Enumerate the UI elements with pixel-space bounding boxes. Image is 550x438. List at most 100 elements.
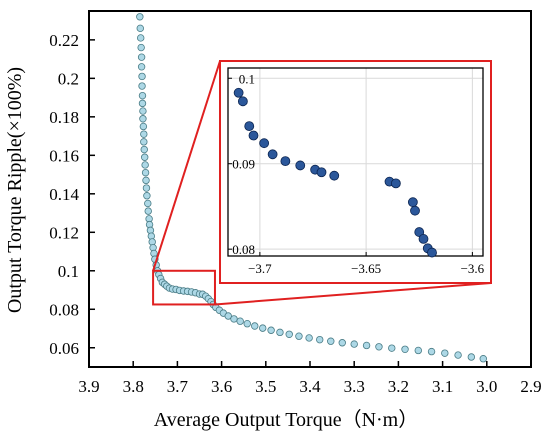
x-tick-label: 3.3: [344, 377, 365, 396]
x-tick-label: 3.5: [255, 377, 276, 396]
data-point: [137, 63, 146, 71]
data-point: [137, 53, 146, 61]
data-point: [375, 343, 383, 351]
data-point: [414, 346, 422, 355]
data-point: [139, 122, 148, 131]
data-point: [136, 24, 144, 33]
y-tick-label: 0.1: [58, 262, 79, 281]
inset-data-point: [295, 160, 306, 171]
inset-plot-frame: [227, 67, 484, 257]
y-tick-label: 0.22: [49, 31, 79, 50]
data-point: [141, 161, 149, 169]
inset-data-point: [390, 178, 401, 189]
inset-data-point: [244, 121, 255, 132]
inset-background: [228, 68, 483, 276]
x-axis-title: Average Output Torque（N·m）: [154, 408, 418, 431]
inset-series: [233, 87, 437, 258]
inset-y-axis: 0.08 0.09 0.1: [228, 71, 255, 257]
x-tick-label: 2.9: [520, 377, 541, 396]
data-point: [138, 91, 147, 100]
inset-data-point: [233, 87, 244, 98]
y-axis-title: Output Torque Ripple(×100%): [4, 67, 26, 313]
x-tick-label: 3.2: [388, 377, 409, 396]
x-tick-label: 3.6: [211, 377, 232, 396]
zoom-connector-bottom: [214, 282, 492, 306]
data-point: [251, 322, 259, 330]
y-tick-label: 0.18: [49, 108, 79, 127]
data-point: [259, 324, 267, 332]
data-point: [140, 145, 148, 154]
data-point: [276, 328, 284, 337]
data-point: [327, 337, 335, 345]
main-y-axis: 0.06 0.08 0.1 0.12 0.14 0.16 0.18 0.2 0.22: [49, 31, 95, 358]
inset-y-tick-label: 0.09: [232, 157, 255, 172]
data-point: [388, 344, 396, 352]
data-point: [305, 334, 313, 342]
data-point: [139, 107, 147, 115]
data-point: [454, 351, 462, 359]
data-point: [479, 355, 487, 363]
inset-data-point: [418, 234, 429, 244]
inset-data-point: [427, 247, 437, 258]
data-point: [295, 332, 303, 340]
data-point: [143, 192, 151, 200]
inset-data-point: [329, 170, 340, 181]
x-tick-label: 3.7: [167, 377, 189, 396]
data-point: [236, 317, 244, 325]
data-point: [224, 312, 232, 320]
main-x-axis: 3.9 3.8 3.7 3.6 3.5 3.4 3.3 3.2 3.1 3.0 2.9: [78, 361, 542, 396]
y-tick-label: 0.16: [49, 146, 79, 165]
inset-data-point: [407, 197, 418, 208]
inset-data-point: [410, 205, 420, 216]
x-tick-label: 3.1: [432, 377, 453, 396]
data-point: [140, 138, 148, 146]
data-point: [136, 13, 144, 21]
data-point: [138, 99, 147, 108]
inset-grid: [228, 68, 483, 256]
data-point: [243, 320, 251, 328]
inset-red-border: [219, 60, 492, 284]
data-point: [427, 347, 436, 356]
inset-y-tick-label: 0.1: [239, 71, 255, 86]
data-point: [401, 345, 409, 353]
highlight-box: [152, 269, 216, 306]
y-tick-label: 0.08: [49, 300, 79, 319]
data-point: [362, 341, 371, 350]
data-point: [144, 207, 152, 215]
data-point: [138, 82, 146, 90]
data-point: [141, 168, 150, 177]
y-tick-label: 0.06: [49, 339, 79, 358]
data-point: [267, 326, 275, 334]
inset-data-point: [237, 96, 248, 107]
inset-x-tick-label: −3.65: [351, 261, 381, 276]
data-point: [338, 339, 346, 347]
inset-data-point: [259, 138, 270, 149]
inset-data-point: [267, 149, 278, 160]
data-point: [142, 184, 151, 192]
data-point: [140, 153, 149, 161]
data-point: [144, 199, 152, 208]
y-tick-label: 0.14: [49, 185, 79, 204]
y-tick-label: 0.12: [49, 223, 79, 242]
y-tick-label: 0.2: [58, 69, 79, 88]
x-tick-label: 3.8: [123, 377, 144, 396]
data-point: [142, 176, 150, 185]
inset-data-point: [280, 156, 291, 167]
data-point: [138, 72, 146, 81]
inset-x-tick-label: −3.6: [461, 261, 485, 276]
x-tick-label: 3.0: [476, 377, 497, 396]
data-point: [316, 335, 324, 344]
inset-x-axis: −3.7 −3.65 −3.6: [248, 252, 485, 276]
data-point: [285, 330, 293, 338]
data-point: [137, 43, 145, 52]
inset-x-tick-label: −3.7: [248, 261, 272, 276]
inset-data-point: [316, 167, 327, 178]
data-point: [230, 315, 238, 323]
inset-y-tick-label: 0.08: [232, 242, 255, 257]
x-tick-label: 3.9: [78, 377, 99, 396]
data-point: [441, 349, 449, 357]
data-point: [139, 115, 147, 123]
x-tick-label: 3.4: [299, 377, 321, 396]
data-point: [350, 340, 358, 348]
